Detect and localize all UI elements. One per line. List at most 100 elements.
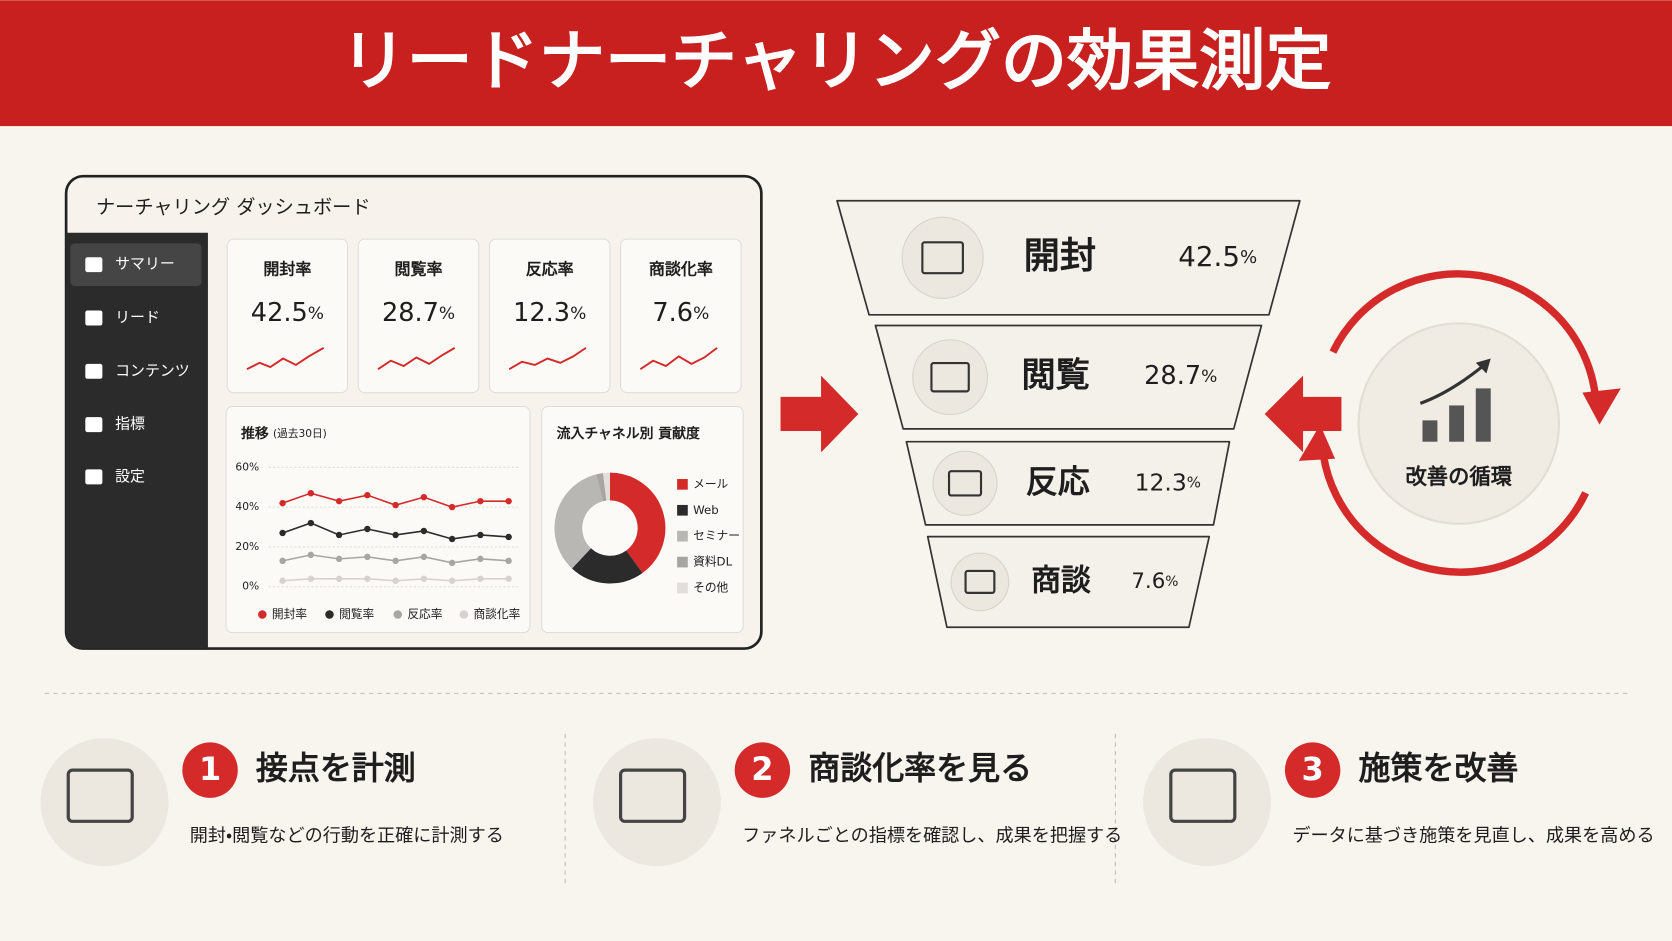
value-number: 28.7 [382, 298, 439, 328]
point [307, 519, 315, 527]
point [279, 557, 286, 565]
page-title: リードナーチャリングの効果測定 [341, 21, 1332, 99]
sidebar [66, 232, 208, 649]
point [505, 497, 512, 505]
point [448, 503, 456, 511]
step-icon-bg [592, 738, 721, 867]
kpi-card [226, 238, 349, 394]
dashboard-title: ナーチャリング ダッシュボード [96, 196, 371, 219]
legend-swatch [677, 530, 688, 542]
point [364, 491, 371, 499]
nav-item: 指標 [115, 415, 145, 433]
legend-swatch [677, 556, 688, 568]
point [307, 489, 315, 497]
step-number-bg [734, 742, 791, 798]
value-unit: % [693, 304, 709, 324]
point [307, 575, 315, 582]
point [392, 501, 399, 509]
nav-icon [85, 310, 103, 326]
nav-icon [85, 363, 103, 379]
nav-item: サマリー [115, 255, 175, 273]
step-title: 施策を改善 [1359, 749, 1519, 787]
point [448, 577, 456, 584]
cycle-arrowhead [1298, 424, 1336, 461]
step-number: 3 [1302, 750, 1324, 788]
legend-label: 商談化率 [473, 607, 520, 621]
value-number: 42.5 [1178, 240, 1240, 273]
legend-label: メール [693, 477, 728, 491]
point [448, 559, 456, 567]
value: 12.3% [1135, 468, 1201, 496]
value-number: 7.6 [1131, 569, 1165, 594]
trend-title-main: 推移 [241, 425, 269, 442]
funnel-label: 商談 [1031, 563, 1091, 598]
growth-icon [1419, 358, 1491, 442]
legend-swatch [325, 610, 334, 619]
funnel-icon [947, 470, 983, 497]
value: 42.5% [1178, 240, 1257, 273]
point [420, 527, 428, 535]
funnel-icon [921, 241, 964, 275]
step-icon-bg [1143, 738, 1272, 867]
y-tick-label: 20% [235, 540, 259, 553]
point [335, 555, 343, 563]
point [392, 531, 399, 539]
legend-swatch [677, 479, 688, 490]
value-unit: % [1187, 473, 1201, 491]
legend-label: セミナー [693, 529, 740, 543]
sparkline [508, 347, 587, 371]
step-icon [1169, 768, 1237, 823]
kpi-label: 閲覧率 [395, 260, 443, 279]
step-text: 開封・閲覧などの行動を正確に計測する [190, 825, 504, 846]
point [279, 577, 286, 584]
donut-slice [596, 473, 607, 502]
point [279, 529, 286, 537]
nav-icon [85, 469, 103, 485]
kpi-label: 反応率 [526, 260, 574, 279]
value: 12.3% [513, 298, 586, 328]
value: 28.7% [1144, 361, 1217, 391]
nav-icon [85, 257, 103, 273]
point [448, 535, 456, 543]
funnel-icon [964, 569, 996, 594]
legend-swatch [677, 504, 688, 516]
point [279, 499, 286, 507]
value: 42.5% [251, 298, 324, 328]
donut-slice [609, 472, 666, 573]
point [335, 497, 343, 505]
step-number: 1 [199, 750, 221, 788]
y-tick-label: 40% [235, 500, 259, 513]
value: 28.7% [382, 298, 455, 328]
kpi-label: 開封率 [263, 260, 311, 279]
value-number: 42.5 [251, 298, 308, 328]
sparkline [377, 347, 456, 370]
cycle-arc [1319, 453, 1589, 576]
step-text: ファネルごとの指標を確認し、成果を把握する [742, 825, 1122, 846]
donut-slice [554, 474, 604, 569]
funnel-icon-bg [932, 450, 998, 516]
legend-swatch [677, 582, 688, 594]
legend-label: 閲覧率 [339, 607, 374, 621]
kpi-label: 商談化率 [649, 260, 713, 279]
header-band [0, 0, 1672, 127]
point [477, 575, 484, 582]
kpi-card [488, 238, 611, 394]
nav-item: 設定 [115, 467, 145, 485]
value: 7.6% [1131, 569, 1178, 594]
value-number: 12.3 [1135, 468, 1187, 496]
sparkline [246, 347, 325, 371]
nav-icon [85, 417, 103, 433]
nav-item: リード [115, 308, 160, 326]
value-unit: % [1165, 574, 1178, 590]
point [335, 575, 343, 582]
funnel-label: 閲覧 [1022, 356, 1090, 396]
legend-label: 開封率 [272, 607, 307, 621]
point [364, 525, 371, 533]
point [477, 497, 484, 505]
value-unit: % [1240, 247, 1257, 268]
value-unit: % [308, 304, 324, 324]
point [364, 553, 371, 561]
y-tick-label: 0% [242, 580, 259, 593]
point [392, 577, 399, 584]
